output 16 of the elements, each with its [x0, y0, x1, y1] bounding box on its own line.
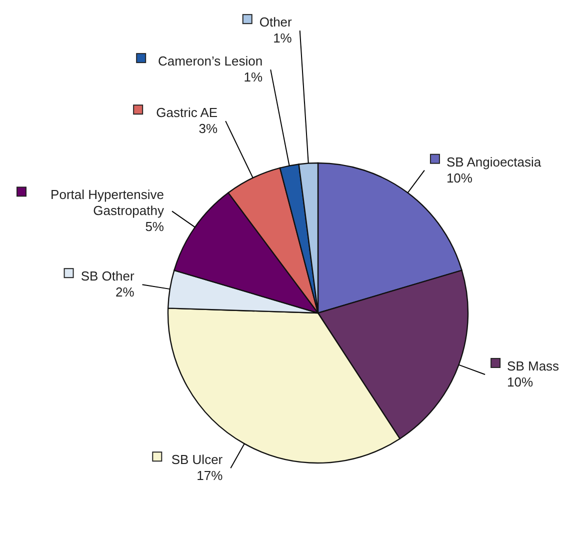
legend-label: Cameron’s Lesion	[158, 54, 263, 69]
data-label: 1%	[273, 30, 292, 46]
legend-label: Other	[259, 14, 293, 30]
legend-label: Portal Hypertensive Gastropathy	[50, 187, 164, 218]
legend-label: SB Ulcer	[171, 452, 224, 468]
data-label: 1%	[244, 70, 264, 85]
data-label: 17%	[196, 468, 224, 484]
legend-label: SB Angioectasia	[446, 154, 542, 170]
data-label: 3%	[198, 121, 218, 136]
data-label: 2%	[115, 284, 135, 300]
data-label: 10%	[446, 170, 473, 186]
legend-label: SB Mass	[507, 358, 560, 374]
data-label: 10%	[507, 374, 534, 390]
legend-label: Gastric AE	[156, 105, 218, 120]
legend-label: SB Other	[80, 268, 135, 284]
data-label: 5%	[145, 219, 164, 234]
